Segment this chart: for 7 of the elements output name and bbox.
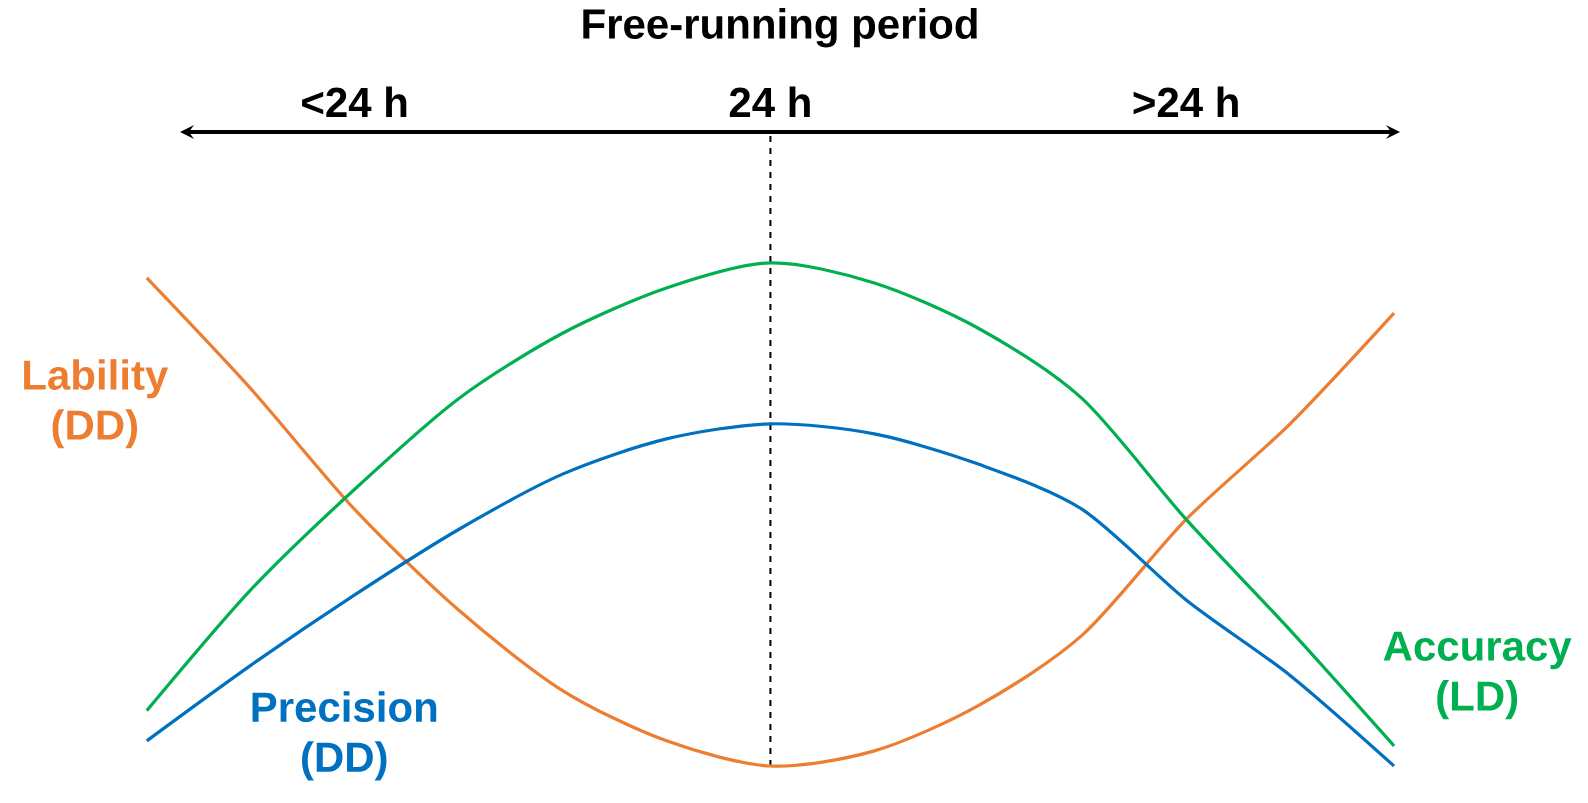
x-tick-label: <24 h: [302, 86, 407, 117]
series-label: Precision (DD): [252, 691, 437, 781]
x-axis-title: Free-running period: [583, 8, 977, 48]
x-tick-label: >24 h: [1133, 86, 1238, 117]
x-tick-label: 24 h: [729, 86, 810, 117]
series-label: Accuracy (LD): [1383, 631, 1572, 720]
series-label: Lability (DD): [24, 359, 169, 449]
